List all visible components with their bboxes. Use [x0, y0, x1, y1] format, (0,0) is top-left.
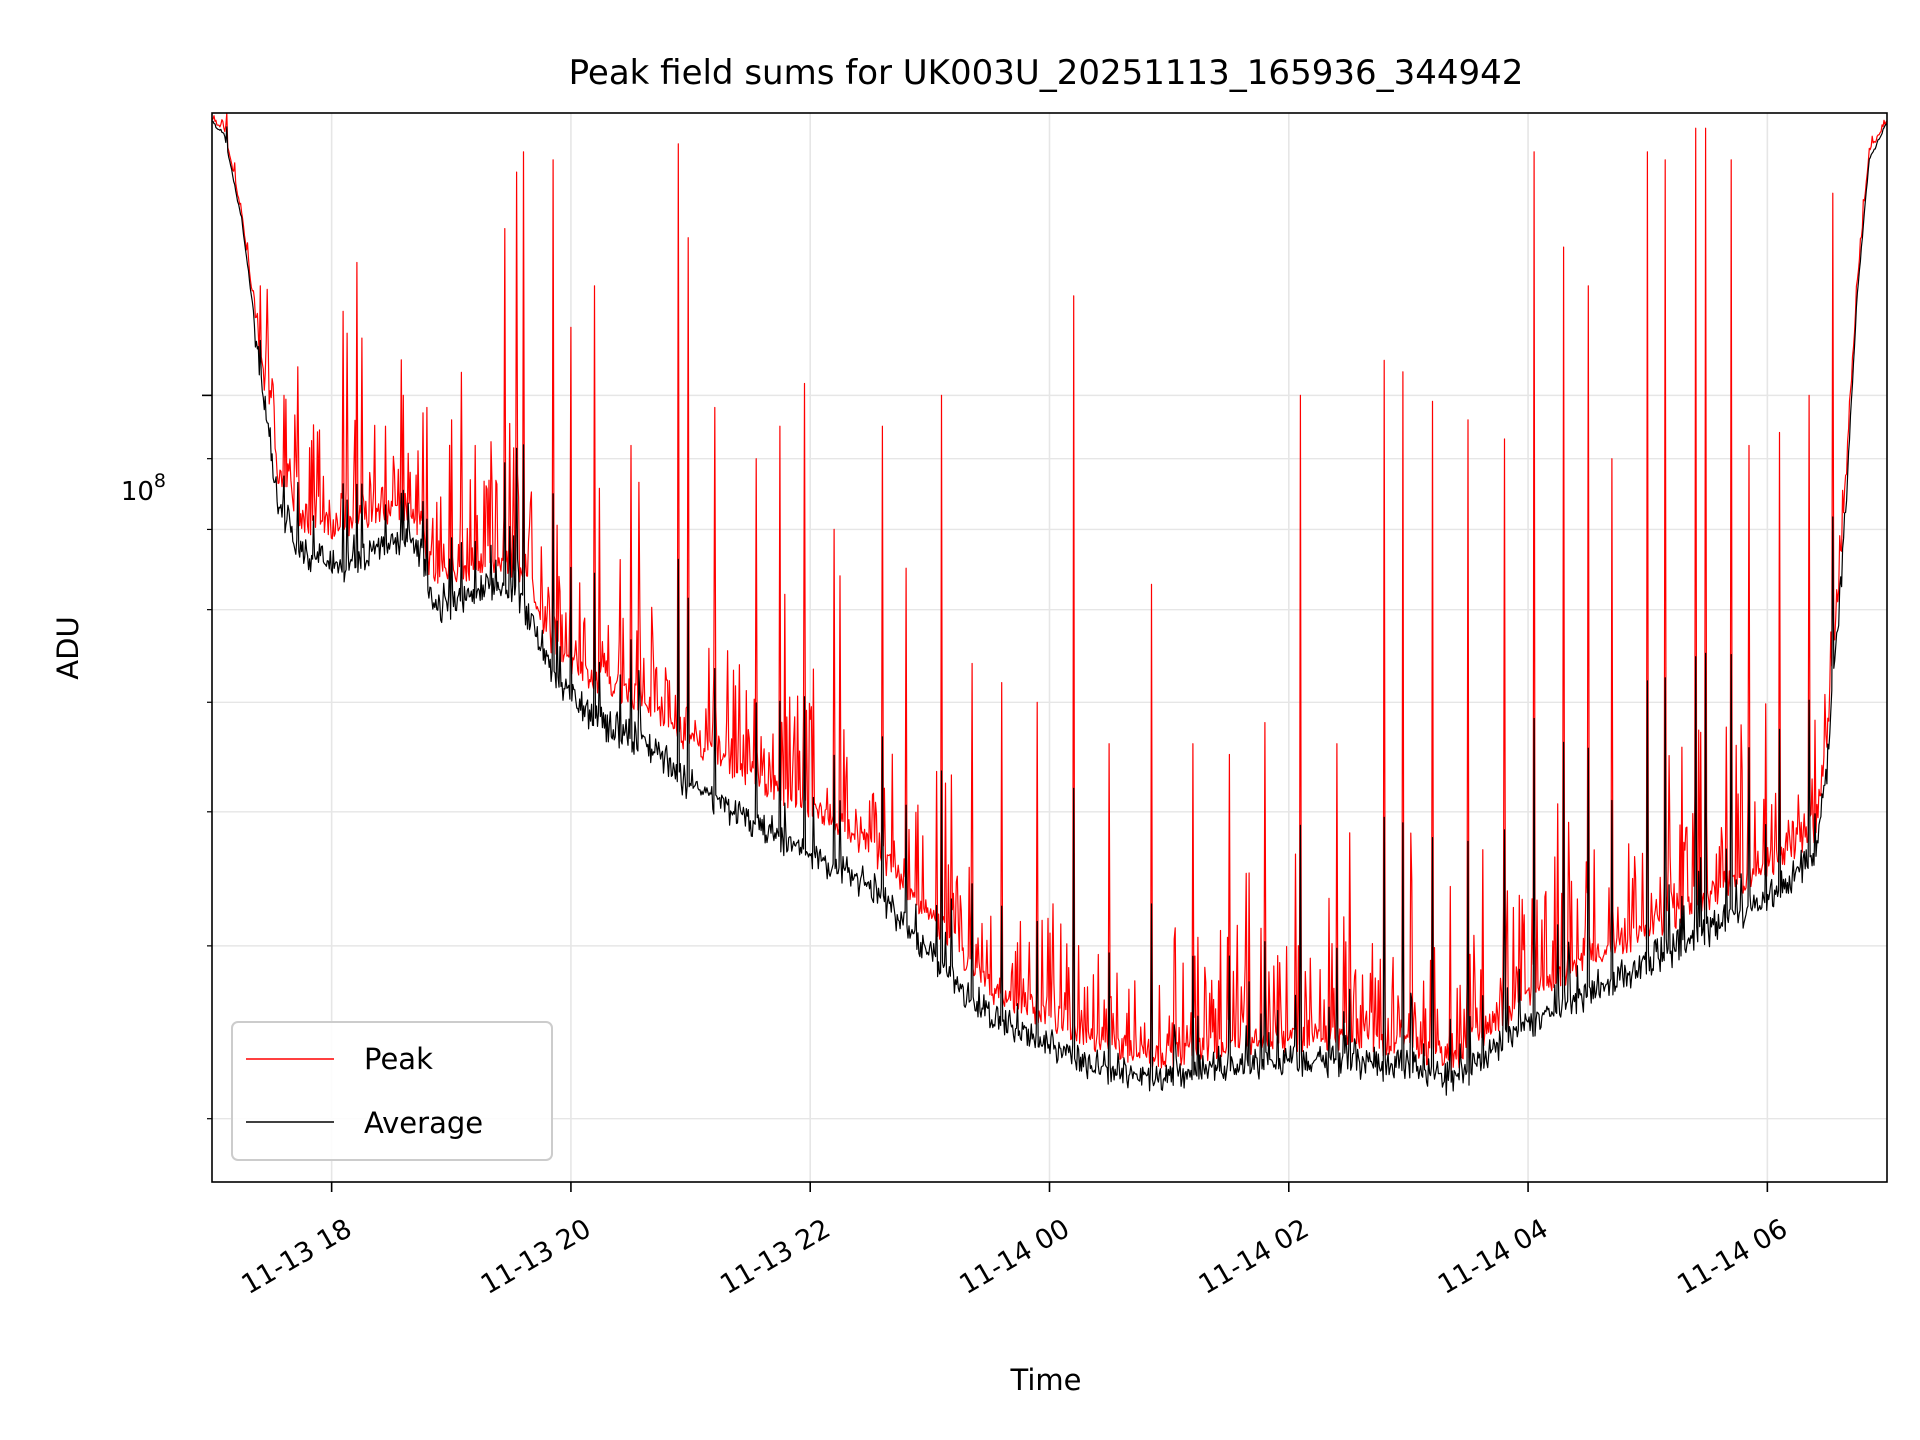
- grid: [212, 113, 1887, 1182]
- y-major-tick-label: 108: [121, 470, 166, 507]
- series-layer: [211, 112, 1888, 1096]
- series-average-line: [211, 120, 1888, 1096]
- legend-average-label: Average: [364, 1106, 483, 1140]
- x-axis-label: Time: [1010, 1363, 1082, 1397]
- legend-peak-label: Peak: [364, 1042, 433, 1076]
- chart-title: Peak field sums for UK003U_20251113_1659…: [569, 53, 1524, 93]
- plot-area: [211, 112, 1888, 1096]
- legend-box: [231, 1021, 553, 1161]
- y-major-tick-base: 10: [121, 477, 154, 507]
- legend: Peak Average: [231, 1021, 553, 1161]
- y-axis-label: ADU: [51, 616, 85, 679]
- y-axis: 108: [121, 394, 212, 1120]
- y-major-tick-exp: 8: [154, 470, 166, 492]
- series-peak-line: [211, 112, 1888, 1071]
